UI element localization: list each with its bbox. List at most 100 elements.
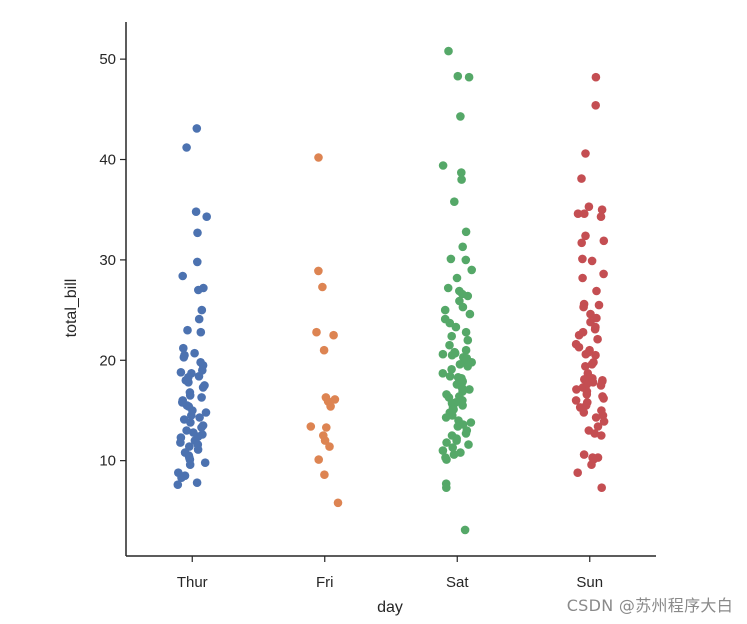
data-point — [590, 429, 599, 438]
data-point — [438, 161, 448, 170]
data-point — [446, 254, 456, 264]
data-point — [581, 349, 591, 359]
data-point — [453, 422, 463, 431]
y-tick-label: 30 — [99, 252, 116, 269]
y-ticks: 10 20 30 40 50 — [99, 51, 126, 470]
data-point — [579, 302, 588, 312]
data-point — [197, 393, 206, 402]
data-point — [597, 483, 606, 493]
data-point — [596, 212, 606, 221]
series-sun — [571, 72, 609, 493]
data-point — [591, 72, 601, 82]
x-tick-label: Thur — [177, 574, 208, 591]
data-point — [577, 174, 586, 183]
data-point — [599, 269, 608, 279]
data-point — [314, 153, 323, 162]
data-point — [329, 330, 338, 340]
data-point — [453, 71, 463, 81]
y-tick-label: 50 — [99, 51, 116, 68]
data-point — [314, 266, 323, 276]
data-point — [461, 345, 471, 355]
data-point — [464, 72, 474, 82]
data-point — [314, 455, 324, 464]
data-point — [193, 257, 202, 267]
data-point — [445, 372, 455, 381]
data-point — [186, 418, 195, 427]
data-point — [461, 227, 471, 237]
data-point — [187, 411, 196, 420]
data-point — [320, 436, 330, 445]
data-point — [599, 236, 609, 246]
data-point — [185, 442, 194, 451]
data-point — [581, 149, 590, 158]
watermark: CSDN @苏州程序大白 — [566, 596, 733, 615]
data-point — [443, 283, 453, 293]
data-point — [574, 330, 584, 340]
data-point — [447, 350, 457, 360]
data-point — [463, 362, 473, 371]
series-thur — [173, 124, 211, 490]
data-point — [587, 460, 596, 470]
data-point — [333, 498, 343, 508]
x-ticks: Thur Fri Sat Sun — [177, 556, 603, 591]
data-point — [596, 381, 606, 390]
data-point — [442, 438, 451, 447]
x-tick-label: Fri — [316, 574, 334, 591]
x-axis-label: day — [377, 599, 403, 616]
data-point — [591, 413, 601, 422]
data-point — [442, 483, 451, 493]
data-point — [592, 286, 601, 296]
data-point — [457, 168, 466, 177]
data-point — [452, 273, 462, 283]
data-point — [587, 256, 597, 266]
data-point — [582, 390, 592, 399]
data-point — [312, 327, 321, 337]
data-point — [452, 436, 461, 445]
data-point — [179, 343, 188, 353]
data-point — [176, 438, 185, 447]
data-point — [466, 418, 476, 427]
data-point — [197, 423, 206, 432]
data-point — [194, 285, 203, 295]
data-point — [451, 322, 461, 332]
data-point — [581, 362, 590, 371]
data-point — [306, 422, 316, 431]
data-point — [320, 470, 329, 480]
data-point — [173, 480, 183, 490]
data-point — [590, 324, 600, 334]
data-point — [445, 340, 454, 350]
data-point — [461, 255, 471, 265]
data-point — [467, 265, 477, 275]
data-point — [577, 238, 586, 248]
data-point — [461, 327, 471, 337]
data-point — [458, 242, 468, 252]
data-point — [193, 228, 202, 238]
data-point — [599, 394, 608, 403]
data-point — [571, 396, 581, 405]
data-point — [441, 413, 451, 422]
data-point — [195, 413, 204, 422]
data-point — [201, 408, 211, 417]
data-point — [182, 426, 191, 435]
data-point — [185, 391, 195, 400]
data-point — [460, 525, 470, 535]
data-point — [578, 254, 587, 264]
data-point — [593, 334, 602, 344]
data-point — [194, 314, 204, 324]
data-point — [579, 450, 589, 459]
data-point — [444, 46, 453, 56]
data-point — [597, 431, 606, 440]
data-point — [591, 350, 600, 360]
data-point — [447, 331, 457, 341]
y-tick-label: 20 — [99, 352, 116, 369]
data-point — [447, 365, 456, 374]
y-axis-label: total_bill — [63, 279, 80, 338]
data-point — [185, 460, 195, 470]
data-point — [581, 231, 590, 241]
data-point — [457, 175, 466, 184]
data-point — [177, 473, 186, 483]
data-point — [178, 271, 187, 281]
data-point — [591, 101, 600, 110]
data-point — [572, 385, 581, 394]
points-layer — [173, 46, 609, 535]
